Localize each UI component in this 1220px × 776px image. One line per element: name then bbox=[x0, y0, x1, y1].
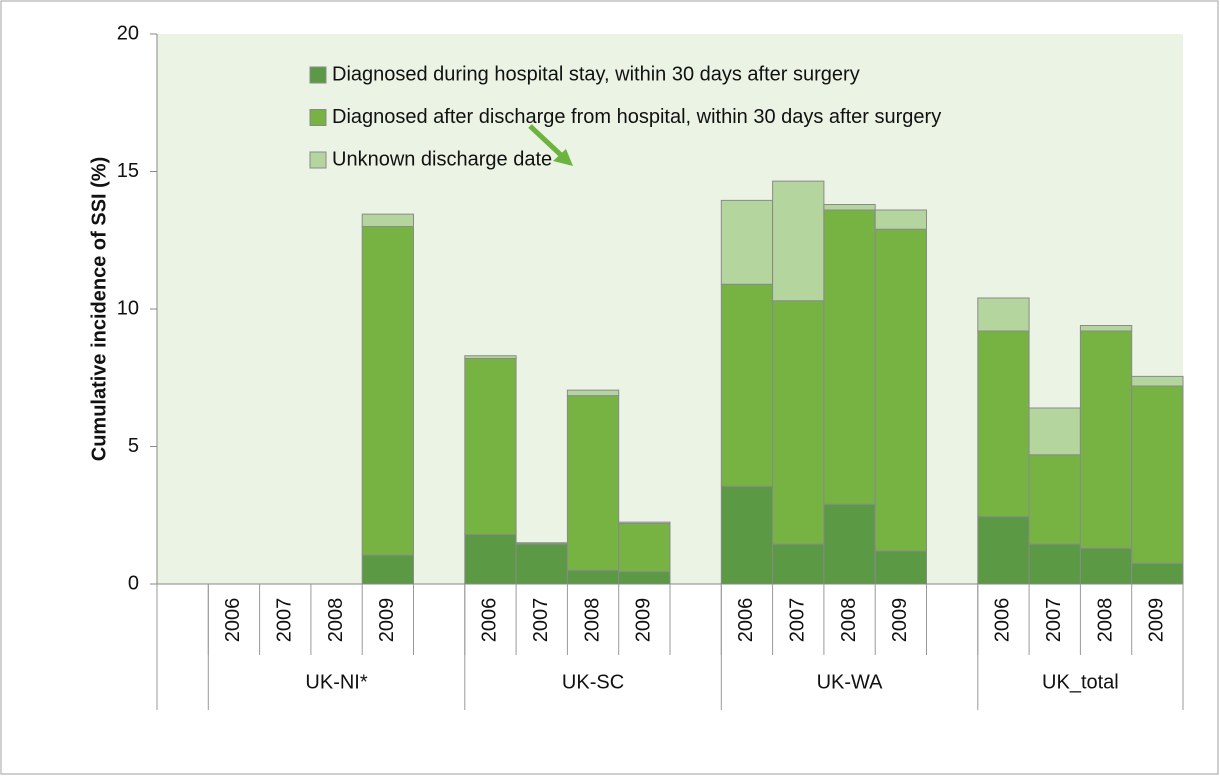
x-tick-label: 2008 bbox=[1094, 598, 1116, 643]
bar-segment bbox=[1079, 547, 1133, 585]
legend-label: Diagnosed during hospital stay, within 3… bbox=[332, 63, 860, 85]
bar-segment bbox=[977, 297, 1030, 332]
bar-segment bbox=[464, 355, 517, 359]
bar-segment bbox=[874, 550, 928, 585]
legend-label: Unknown discharge date bbox=[332, 148, 552, 170]
bar-segment bbox=[1028, 454, 1081, 545]
group-label: UK-SC bbox=[562, 671, 624, 693]
legend-swatch bbox=[309, 151, 327, 169]
x-tick-label: 2009 bbox=[376, 598, 398, 643]
bar-segment bbox=[566, 395, 620, 571]
x-tick-label: 2006 bbox=[222, 598, 244, 643]
annotation-arrow bbox=[528, 124, 573, 166]
x-tick-label: 2008 bbox=[325, 598, 347, 643]
bar-segment bbox=[515, 543, 568, 585]
bar-segment bbox=[361, 226, 415, 556]
bar-segment bbox=[772, 543, 825, 585]
y-tick-label: 0 bbox=[128, 572, 139, 594]
y-tick-label: 15 bbox=[117, 160, 139, 182]
bar-segment bbox=[361, 213, 415, 227]
bar-segment bbox=[977, 516, 1030, 585]
group-label: UK-WA bbox=[817, 671, 884, 693]
bar-segment bbox=[1131, 562, 1184, 585]
bar-segment bbox=[566, 569, 620, 585]
bar-segment bbox=[874, 228, 928, 552]
bar-segment bbox=[823, 204, 876, 211]
bar-segment bbox=[772, 180, 825, 302]
bar-segment bbox=[361, 554, 415, 585]
y-tick-label: 20 bbox=[117, 22, 139, 44]
x-tick-label: 2009 bbox=[889, 598, 911, 643]
bar-segment bbox=[1079, 325, 1133, 332]
bar-segment bbox=[464, 358, 517, 535]
group-label: UK_total bbox=[1042, 671, 1119, 693]
y-axis-label: Cumulative incidence of SSI (%) bbox=[88, 157, 110, 462]
x-tick-label: 2006 bbox=[735, 598, 757, 643]
y-tick-label: 10 bbox=[117, 297, 139, 319]
bar-segment bbox=[1028, 543, 1081, 585]
y-tick-label: 5 bbox=[128, 435, 139, 457]
bar-segment bbox=[618, 521, 671, 524]
bar-segment bbox=[618, 571, 671, 585]
bar-segment bbox=[823, 503, 876, 585]
bar-segment bbox=[1131, 375, 1184, 387]
legend-swatch bbox=[309, 109, 327, 126]
bar-segment bbox=[1028, 407, 1081, 456]
bar-segment bbox=[823, 209, 876, 505]
bar-segment bbox=[874, 209, 928, 230]
bar-segment bbox=[464, 534, 517, 585]
x-tick-label: 2006 bbox=[992, 598, 1014, 643]
bar-segment bbox=[977, 330, 1030, 518]
x-tick-label: 2008 bbox=[581, 598, 603, 643]
x-tick-label: 2009 bbox=[633, 598, 655, 643]
bar-segment bbox=[515, 542, 568, 545]
bar-segment bbox=[566, 389, 620, 397]
group-label: UK-NI* bbox=[305, 671, 367, 693]
x-tick-label: 2007 bbox=[787, 598, 809, 643]
legend-swatch bbox=[309, 66, 327, 84]
bar-segment bbox=[618, 523, 671, 573]
bar-segment bbox=[772, 300, 825, 545]
legend-label: Diagnosed after discharge from hospital,… bbox=[332, 106, 941, 128]
x-tick-label: 2007 bbox=[530, 598, 552, 643]
x-tick-label: 2008 bbox=[838, 598, 860, 643]
bar-segment bbox=[1079, 330, 1133, 549]
x-tick-label: 2009 bbox=[1146, 598, 1168, 643]
x-tick-label: 2007 bbox=[1043, 598, 1065, 643]
bar-segment bbox=[720, 485, 774, 585]
bar-segment bbox=[720, 199, 774, 285]
x-tick-label: 2007 bbox=[274, 598, 296, 643]
bar-segment bbox=[720, 283, 774, 487]
bar-segment bbox=[1131, 385, 1184, 564]
x-tick-label: 2006 bbox=[479, 598, 501, 643]
